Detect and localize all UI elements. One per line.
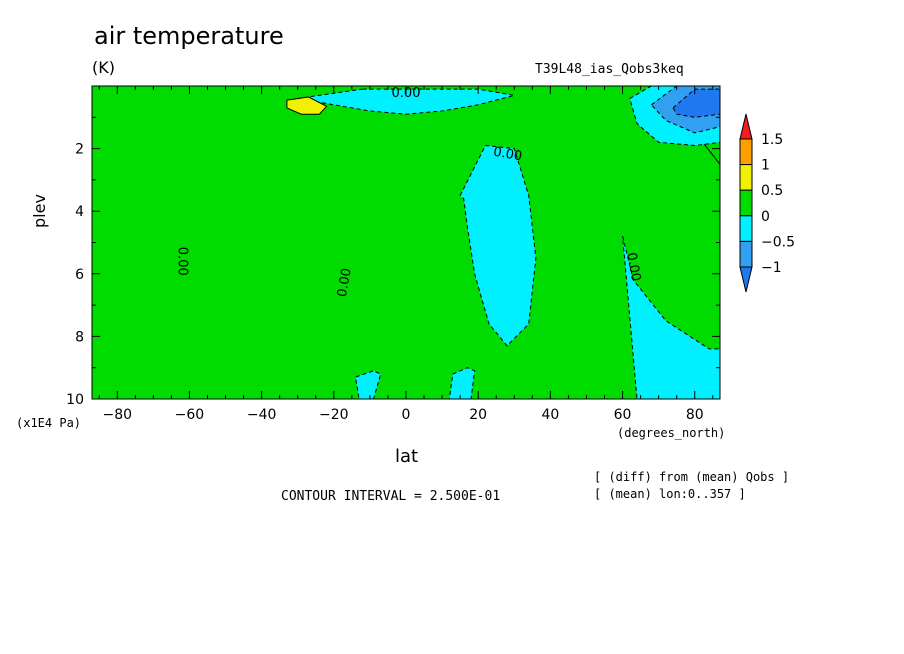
x-tick-label: 0 [402, 407, 411, 423]
x-tick-label: −40 [247, 407, 277, 423]
contour-label: 0.00 [175, 247, 190, 276]
y-ticks: 2 4 6 8 10 [66, 116, 720, 408]
contour-label: 0.00 [492, 145, 523, 165]
contour-labels: 0.000.000.000.000.00 [175, 86, 643, 298]
y-tick-label: 6 [75, 267, 84, 283]
colorbar-band [739, 215, 753, 242]
x-tick-label: −60 [175, 407, 205, 423]
run-name: T39L48_ias_Qobs3keq [535, 62, 684, 77]
colorbar-top-arrow [739, 113, 753, 140]
x-axis-units: (degrees_north) [617, 426, 726, 440]
colorbar: 1.5 1 0.5 0 −0.5 −1 [739, 113, 795, 293]
contour-label: 0.00 [335, 267, 355, 298]
contour-region-6 [297, 88, 515, 115]
colorbar-band [739, 240, 753, 268]
colorbar-band [739, 189, 753, 217]
x-tick-label: 80 [686, 407, 704, 423]
y-tick-label: 2 [75, 142, 84, 158]
contour-fills [92, 86, 720, 399]
colorbar-band [739, 164, 753, 191]
contour-region-5 [92, 86, 720, 399]
contour-region-7 [459, 144, 537, 347]
y-tick-label: 8 [75, 329, 84, 345]
diff-note: [ (diff) from (mean) Qobs ] [594, 470, 790, 484]
colorbar-label: 1 [761, 158, 770, 174]
y-axis-units: (x1E4 Pa) [16, 416, 82, 430]
colorbar-label: 0.5 [761, 183, 783, 199]
contour-region-8 [622, 236, 720, 399]
colorbar-label: −1 [761, 260, 782, 276]
x-tick-label: −20 [319, 407, 349, 423]
contour-region-10 [448, 367, 476, 399]
chart-units: (K) [92, 58, 115, 77]
contour-region-14 [286, 96, 328, 115]
colorbar-band [739, 138, 753, 166]
mean-note: [ (mean) lon:0..357 ] [594, 487, 746, 501]
colorbar-label: −0.5 [761, 234, 795, 250]
contour-label: 0.00 [623, 251, 643, 282]
colorbar-label: 1.5 [761, 132, 783, 148]
y-tick-label: 4 [75, 204, 84, 220]
x-tick-label: 60 [614, 407, 632, 423]
x-tick-label: −80 [102, 407, 132, 423]
contour-interval-label: CONTOUR INTERVAL = 2.500E-01 [281, 489, 501, 504]
x-tick-label: 20 [469, 407, 487, 423]
x-axis-label: lat [395, 446, 419, 467]
chart-title: air temperature [94, 22, 284, 50]
colorbar-label: 0 [761, 209, 770, 225]
contour-region-9 [354, 370, 382, 399]
x-tick-label: 40 [541, 407, 559, 423]
y-tick-label: 10 [66, 392, 84, 408]
x-ticks: −80 −60 −40 −20 0 20 40 60 80 [98, 86, 714, 423]
colorbar-bottom-arrow [739, 266, 753, 293]
